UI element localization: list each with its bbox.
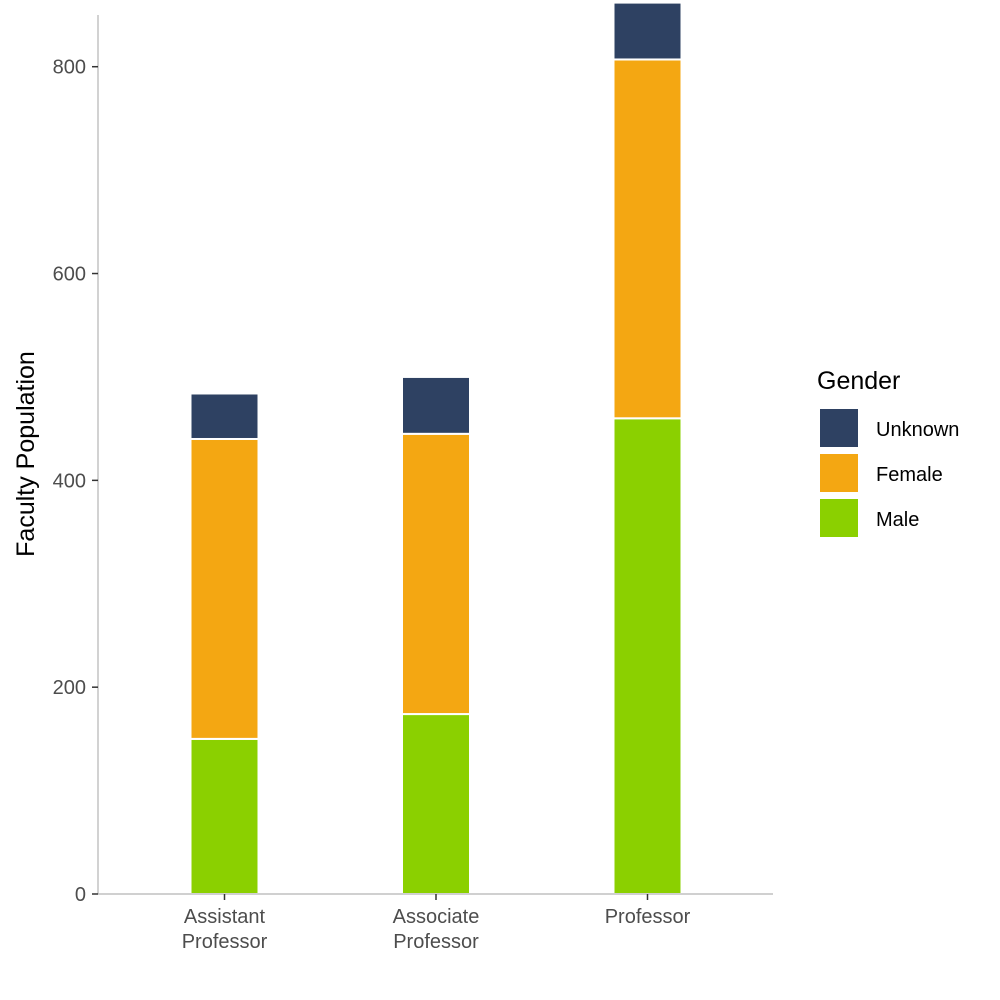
y-axis-title: Faculty Population (12, 351, 40, 557)
legend-label-male: Male (876, 509, 919, 531)
legend-swatch-male (820, 499, 858, 537)
bars-layer (189, 1, 683, 896)
bar-male-0 (189, 737, 260, 895)
bar-male-2 (612, 417, 683, 895)
legend-swatch-female (820, 454, 858, 492)
bar-unknown-2 (612, 1, 683, 61)
y-tick-label: 0 (75, 884, 86, 906)
bar-unknown-1 (401, 375, 471, 435)
x-tick-label: Associate (393, 906, 480, 928)
bar-male-1 (401, 713, 471, 896)
legend: Gender Unknown Female Male (817, 367, 959, 537)
x-ticks-layer: Assistant Professor Associate Professor Prof… (182, 894, 691, 953)
bar-unknown-0 (189, 392, 260, 440)
y-tick-label: 400 (53, 470, 86, 492)
legend-swatch-unknown (820, 409, 858, 447)
x-tick-label: Professor (605, 906, 691, 928)
bar-female-1 (401, 432, 471, 716)
bar-female-2 (612, 58, 683, 420)
bar-female-0 (189, 437, 260, 740)
x-tick-label: Assistant (184, 906, 266, 928)
legend-title: Gender (817, 367, 900, 395)
y-ticks-layer: 0 200 400 600 800 (53, 57, 98, 906)
y-tick-label: 800 (53, 57, 86, 79)
y-tick-label: 200 (53, 677, 86, 699)
y-tick-label: 600 (53, 264, 86, 286)
legend-label-female: Female (876, 464, 943, 486)
x-tick-label: Professor (182, 931, 268, 953)
legend-label-unknown: Unknown (876, 419, 959, 441)
x-tick-label: Professor (393, 931, 479, 953)
